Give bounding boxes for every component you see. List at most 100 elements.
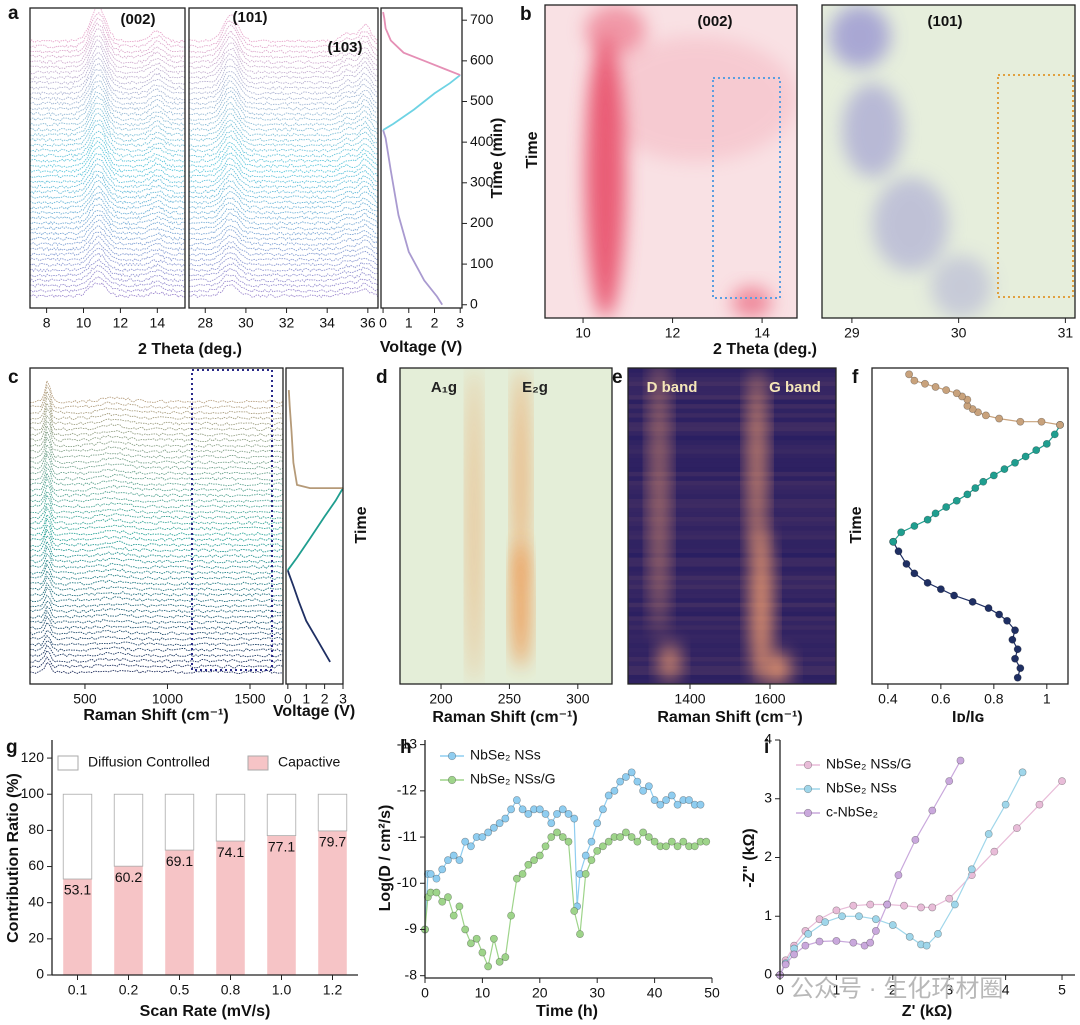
spectrum bbox=[189, 123, 378, 148]
spectrum bbox=[30, 656, 283, 669]
series-marker bbox=[832, 937, 841, 945]
heatmap-noise bbox=[628, 625, 836, 630]
series-marker bbox=[616, 777, 625, 786]
series-marker bbox=[530, 856, 538, 865]
x-axis-label: Z' (kΩ) bbox=[902, 1003, 952, 1020]
y-tick-label: 4 bbox=[764, 731, 772, 747]
spectrum bbox=[30, 540, 283, 559]
heatmap-noise bbox=[628, 629, 836, 635]
series-marker bbox=[968, 597, 977, 606]
heatmap-noise bbox=[628, 584, 836, 590]
y-tick-label: 100 bbox=[21, 785, 45, 801]
series-marker bbox=[455, 902, 464, 911]
spectrum bbox=[30, 563, 283, 581]
spectrum bbox=[30, 436, 283, 459]
series-marker bbox=[934, 929, 942, 938]
x-tick-label: 0.8 bbox=[984, 691, 1004, 707]
spectrum bbox=[189, 284, 378, 298]
value-label: 60.2 bbox=[115, 869, 142, 885]
series-line bbox=[382, 129, 443, 306]
spectrum bbox=[189, 273, 378, 288]
legend-marker bbox=[803, 808, 813, 818]
spectrum bbox=[30, 91, 185, 122]
series-marker bbox=[889, 537, 898, 546]
series-marker bbox=[685, 796, 693, 804]
heatmap-noise bbox=[628, 386, 836, 391]
spectrum bbox=[30, 145, 185, 173]
spectrum bbox=[189, 19, 378, 49]
heatmap-blob bbox=[585, 5, 646, 56]
spectrum bbox=[30, 28, 185, 64]
x-axis-label: Iᴅ/Iɢ bbox=[952, 709, 984, 726]
spectrum bbox=[30, 621, 283, 636]
series-marker bbox=[917, 903, 925, 912]
plot-area bbox=[189, 14, 378, 308]
series-marker bbox=[1018, 768, 1027, 777]
heatmap-noise bbox=[628, 503, 836, 508]
series-marker bbox=[945, 777, 954, 786]
series-marker bbox=[910, 376, 919, 385]
value-label: 53.1 bbox=[64, 882, 91, 898]
heatmap-blob bbox=[930, 255, 992, 318]
legend-label: NbSe₂ NSs bbox=[470, 747, 541, 763]
spectrum bbox=[189, 53, 378, 80]
heatmap-blob bbox=[872, 177, 949, 272]
y-tick-label: 700 bbox=[470, 11, 494, 27]
series-line bbox=[287, 487, 344, 571]
y-axis-label: Time bbox=[848, 506, 865, 543]
series-line bbox=[286, 569, 331, 663]
spectrum bbox=[189, 74, 378, 101]
plot-frame bbox=[821, 4, 1076, 319]
heatmap-noise bbox=[628, 535, 836, 540]
series-marker bbox=[900, 901, 908, 910]
series-marker bbox=[931, 383, 940, 391]
series-marker bbox=[888, 921, 897, 929]
x-tick-label: 50 bbox=[704, 985, 720, 1001]
spectrum bbox=[30, 225, 185, 247]
y-tick-label: -8 bbox=[405, 966, 418, 982]
series-marker bbox=[871, 927, 880, 935]
x-tick-label: 20 bbox=[532, 985, 548, 1001]
heatmap-noise bbox=[628, 426, 836, 432]
y-axis-label: Log(D / cm²/s) bbox=[377, 805, 394, 912]
x-tick-label: 0 bbox=[379, 315, 387, 331]
series-marker bbox=[952, 389, 961, 398]
heatmap-blob bbox=[842, 83, 903, 178]
spectrum bbox=[189, 262, 378, 278]
plot-frame bbox=[380, 7, 463, 309]
bar-segment bbox=[216, 841, 245, 975]
series-marker bbox=[902, 560, 911, 568]
x-axis-label: Raman Shift (cm⁻¹) bbox=[657, 709, 802, 726]
series-marker bbox=[849, 938, 858, 947]
series-line bbox=[424, 771, 701, 930]
spectrum bbox=[189, 218, 378, 236]
y-tick-label: -10 bbox=[397, 874, 417, 890]
heatmap-blob bbox=[748, 368, 766, 558]
series-marker bbox=[518, 870, 527, 878]
series-marker bbox=[971, 484, 980, 492]
heatmap-blob bbox=[514, 368, 528, 590]
x-tick-label: 0 bbox=[284, 691, 292, 707]
y-tick-label: 40 bbox=[28, 893, 44, 909]
spectrum bbox=[189, 184, 378, 205]
spectrum bbox=[189, 134, 378, 158]
series-marker bbox=[1016, 417, 1025, 426]
heatmap-noise bbox=[628, 507, 836, 513]
heatmap-noise bbox=[628, 422, 836, 427]
x-tick-label: 0.4 bbox=[878, 691, 898, 707]
value-label: 77.1 bbox=[268, 838, 295, 854]
x-tick-label: 0.1 bbox=[68, 982, 88, 998]
spectrum bbox=[30, 270, 185, 288]
series-line bbox=[892, 424, 1061, 543]
spectrum bbox=[30, 8, 185, 44]
y-tick-label: 20 bbox=[28, 930, 44, 946]
plot-frame bbox=[399, 367, 613, 685]
series-marker bbox=[587, 837, 596, 846]
series-marker bbox=[922, 941, 931, 950]
y-tick-label: 300 bbox=[470, 173, 494, 189]
series-marker bbox=[627, 768, 636, 777]
x-axis-label: Voltage (V) bbox=[380, 339, 462, 356]
series-marker bbox=[553, 810, 561, 818]
spectrum bbox=[30, 39, 185, 75]
bar-segment bbox=[62, 793, 93, 880]
